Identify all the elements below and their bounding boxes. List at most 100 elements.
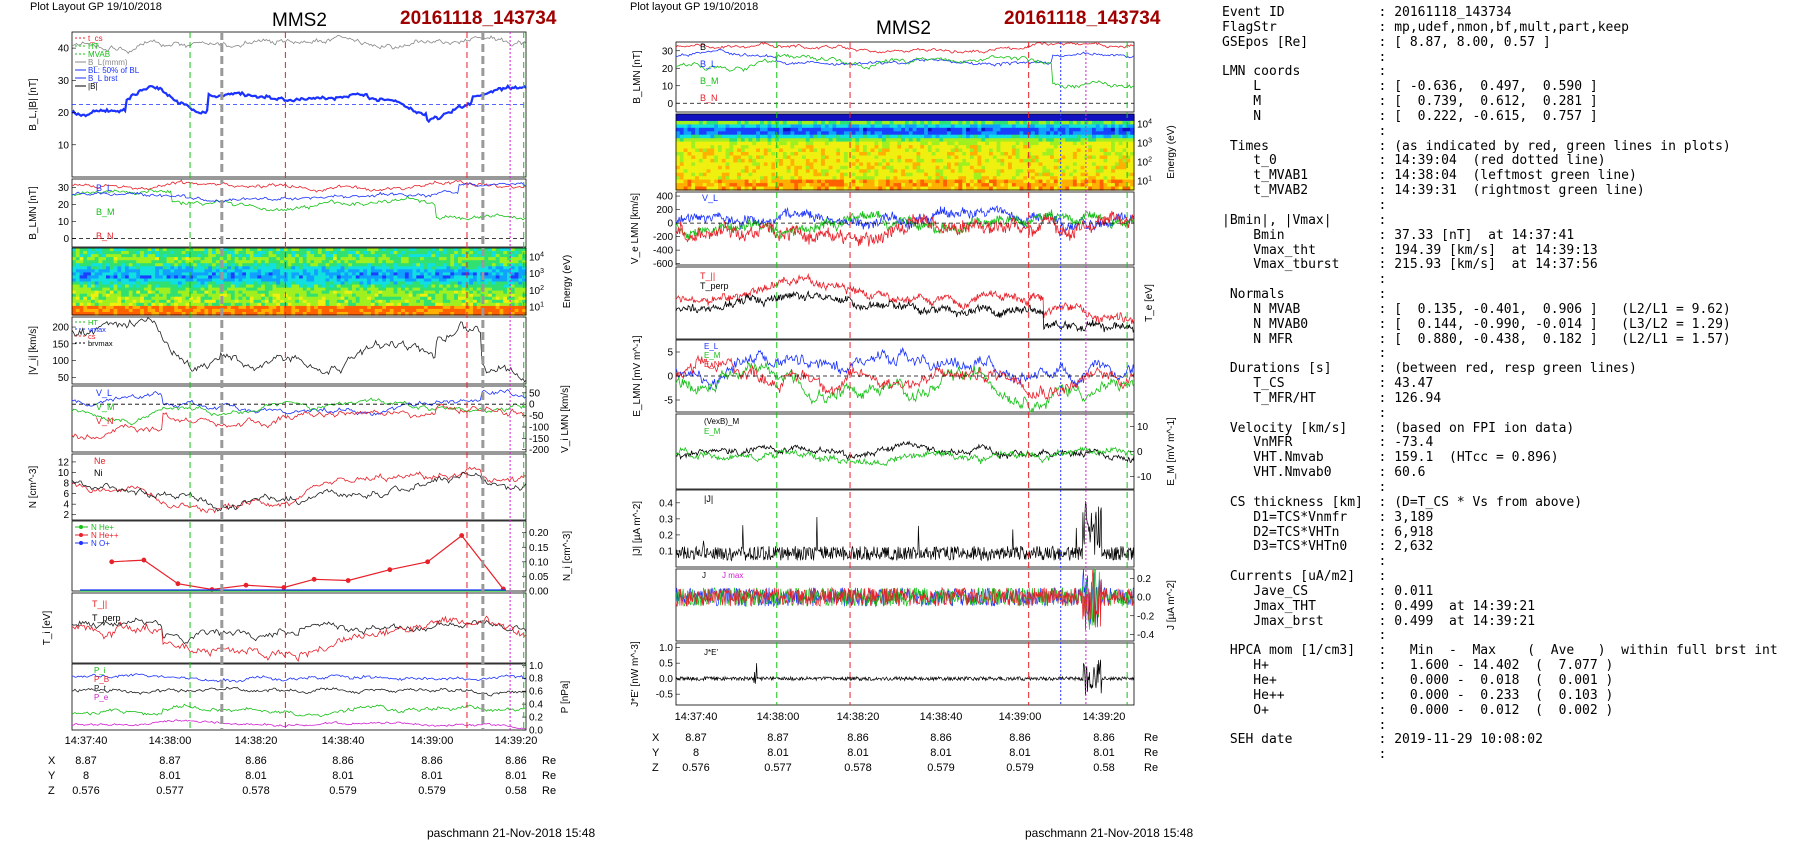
spectrogram-cell <box>809 124 814 129</box>
spectrogram-cell <box>465 312 470 316</box>
spectrogram-cell <box>718 145 723 150</box>
series-label: P_B <box>94 675 109 684</box>
event-id-title-right: 20161118_143734 <box>1004 8 1161 29</box>
spectrogram-cell <box>423 272 429 276</box>
spectrogram-cell <box>374 293 380 298</box>
spectrogram-cell <box>386 251 391 255</box>
spectrogram-cell <box>212 248 217 252</box>
spectrogram-cell <box>725 131 730 136</box>
spectrogram-cell <box>1011 169 1017 174</box>
spectrogram-cell <box>276 263 281 267</box>
spectrogram-cell <box>113 308 118 313</box>
spectrogram-cell <box>939 138 944 143</box>
spectrogram-cell <box>977 179 982 184</box>
spectrogram-cell <box>423 293 429 298</box>
spectrogram-cell <box>817 127 822 132</box>
spectrogram-cell <box>832 183 837 188</box>
spectrogram-cell <box>386 290 391 295</box>
spectrogram-cell <box>756 158 761 163</box>
spectrogram-cell <box>125 293 130 298</box>
spectrogram-cell <box>204 263 209 267</box>
spectrogram-cell <box>155 248 160 252</box>
spectrogram-cell <box>706 155 711 160</box>
spectrogram-cell <box>215 251 221 255</box>
spectrogram-cell <box>962 165 967 170</box>
spectrogram-cell <box>1042 158 1047 163</box>
spectrogram-cell <box>204 302 209 307</box>
spectrogram-cell <box>427 305 432 310</box>
spectrogram-cell <box>336 293 342 298</box>
spectrogram-cell <box>710 141 715 146</box>
spectrogram-cell <box>779 162 784 167</box>
spectrogram-cell <box>889 134 895 139</box>
spectrogram-cell <box>72 296 77 301</box>
spectrogram-cell <box>325 278 330 283</box>
spectrogram-cell <box>404 302 410 307</box>
spectrogram-cell <box>874 134 879 139</box>
spectrogram-cell <box>813 186 818 191</box>
spectrogram-cell <box>721 172 727 177</box>
spectrogram-cell <box>790 145 795 150</box>
spectrogram-cell <box>457 269 463 273</box>
spectrogram-cell <box>246 269 251 273</box>
spectrogram-cell <box>461 293 467 298</box>
y-axis-label: |V_i| [km/s] <box>28 326 39 375</box>
spectrogram-cell <box>367 293 372 298</box>
spectrogram-cell <box>94 284 100 289</box>
spectrogram-cell <box>817 158 822 163</box>
spectrogram-cell <box>450 272 455 276</box>
spectrogram-cell <box>1038 131 1043 136</box>
spectrogram-cell <box>170 266 175 270</box>
spectrogram-cell <box>227 254 232 258</box>
spectrogram-cell <box>314 260 319 264</box>
spectrogram-cell <box>522 260 527 264</box>
spectrogram-cell <box>230 287 236 292</box>
spectrogram-cell <box>882 152 887 157</box>
spectrogram-cell <box>878 169 883 174</box>
spectrogram-cell <box>242 284 247 289</box>
spectrogram-cell <box>106 266 111 270</box>
spectrogram-cell <box>977 155 982 160</box>
spectrogram-cell <box>908 127 914 132</box>
spectrogram-cell <box>1008 169 1013 174</box>
spectrogram-cell <box>98 299 103 304</box>
spectrogram-cell <box>706 179 711 184</box>
spectrogram-cell <box>507 308 512 313</box>
spectrogram-cell <box>488 302 493 307</box>
spectrogram-cell <box>756 124 761 129</box>
spectrogram-cell <box>125 275 130 279</box>
spectrogram-cell <box>813 172 818 177</box>
spectrogram-cell <box>143 269 149 273</box>
spectrogram-cell <box>299 302 304 307</box>
spectrogram-cell <box>721 183 727 188</box>
spectrogram-cell <box>370 308 376 313</box>
spectrogram-cell <box>885 148 891 153</box>
spectrogram-cell <box>352 284 357 289</box>
spectrogram-cell <box>687 172 692 177</box>
spectrogram-cell <box>977 131 982 136</box>
spectrogram-cell <box>695 120 700 125</box>
spectrogram-cell <box>836 152 841 157</box>
spectrogram-cell <box>843 169 849 174</box>
spectrogram-cell <box>401 257 406 261</box>
spectrogram-cell <box>805 148 811 153</box>
spectrogram-cell <box>196 296 202 301</box>
spectrogram-cell <box>710 155 715 160</box>
spectrogram-cell <box>378 248 383 252</box>
spectrogram-cell <box>423 257 429 261</box>
spectrogram-cell <box>522 281 527 286</box>
spectrogram-cell <box>94 293 100 298</box>
spectrogram-cell <box>939 155 944 160</box>
spectrogram-cell <box>828 172 834 177</box>
spectrogram-cell <box>691 165 696 170</box>
spectrogram-cell <box>939 186 944 191</box>
spectrogram-cell <box>382 302 387 307</box>
spectrogram-cell <box>695 138 700 143</box>
spectrogram-cell <box>291 305 296 310</box>
spectrogram-cell <box>340 263 345 267</box>
spectrogram-cell <box>950 134 956 139</box>
spectrogram-cell <box>771 172 776 177</box>
spectrogram-cell <box>1031 145 1036 150</box>
spectrogram-cell <box>212 299 217 304</box>
spectrogram-cell <box>264 305 270 310</box>
